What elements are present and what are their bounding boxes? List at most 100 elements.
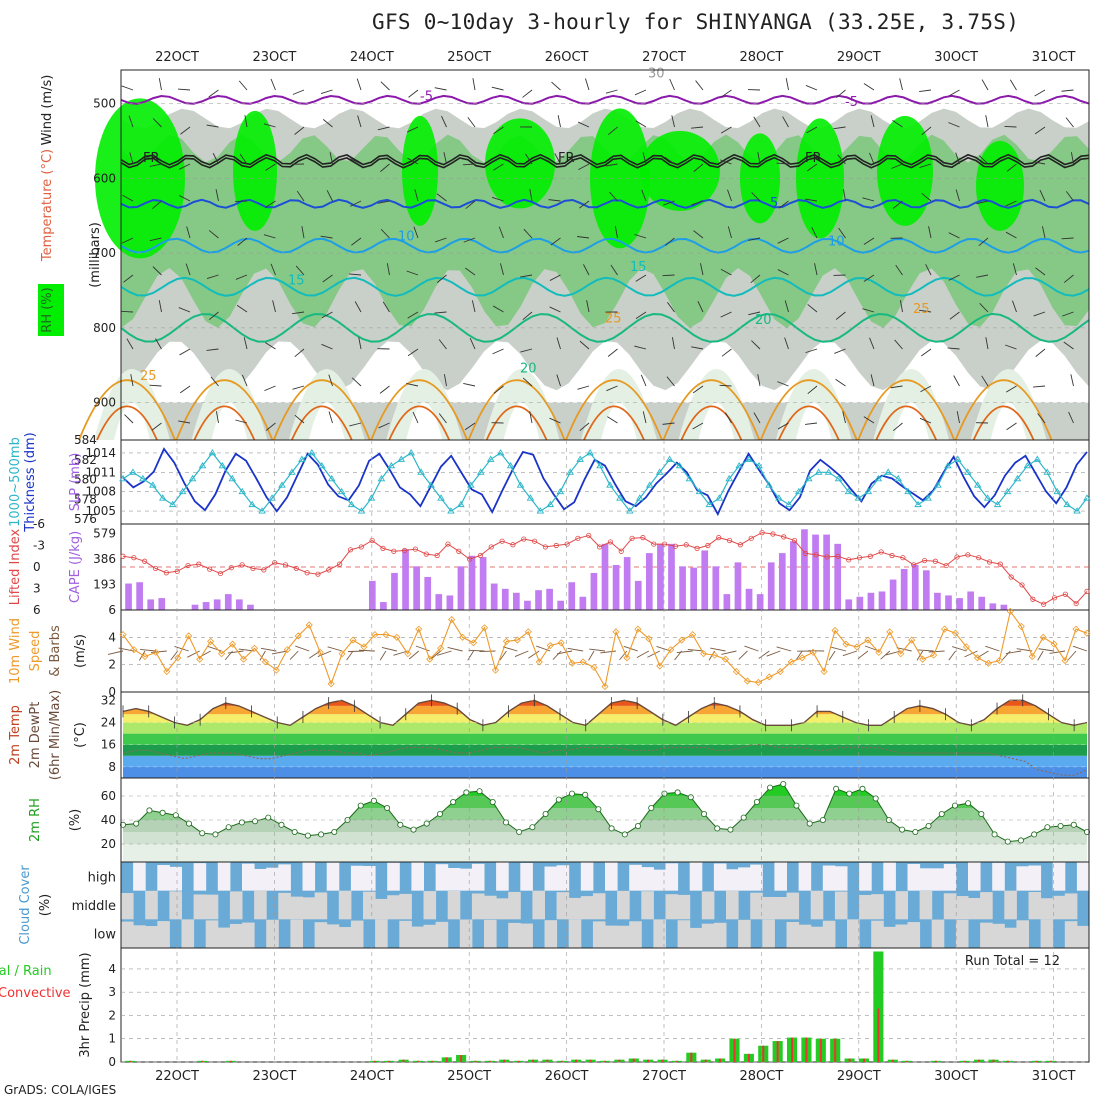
- wind-barb: [358, 337, 362, 350]
- wind-barb: [126, 338, 134, 350]
- slp-marker: [506, 461, 515, 469]
- slp-marker: [258, 507, 266, 514]
- cloud-cell: [1052, 895, 1066, 920]
- li-marker: [369, 537, 375, 544]
- li-marker: [293, 565, 299, 572]
- slp-marker: [496, 449, 505, 456]
- cape-bar: [224, 594, 232, 610]
- li-marker: [607, 539, 614, 545]
- cloud-cell: [363, 866, 376, 891]
- slp-marker: [367, 494, 376, 501]
- rh-marker: [938, 811, 945, 818]
- date-label-bottom: 29OCT: [837, 1069, 881, 1084]
- wind-speed-marker: [864, 636, 872, 644]
- cloud-cell: [592, 921, 606, 948]
- wind-barb: [585, 78, 590, 91]
- rh-marker: [582, 791, 589, 798]
- wind-barb: [328, 374, 333, 387]
- li-tick-label: -3: [33, 539, 45, 553]
- cloud-cell: [375, 898, 388, 920]
- li-marker: [813, 552, 819, 558]
- li-marker: [856, 555, 863, 561]
- li-marker: [1041, 601, 1047, 607]
- cloud-cell: [133, 862, 146, 891]
- wind-speed-marker: [765, 673, 773, 681]
- precip-convective-bar: [402, 1059, 405, 1062]
- wind-barb: [920, 385, 932, 393]
- wind-barb: [185, 263, 191, 276]
- precip-convective-bar: [647, 1059, 650, 1062]
- cloud-cell: [1052, 862, 1066, 891]
- wind-speed-marker: [426, 655, 434, 663]
- li-marker: [152, 565, 159, 572]
- slp-marker: [1063, 500, 1071, 508]
- cloud-cell: [847, 919, 860, 948]
- li-marker: [456, 548, 462, 554]
- precip-convective-bar: [460, 1055, 463, 1062]
- wind-barb: [583, 264, 590, 276]
- wind-barb: [691, 126, 704, 129]
- cape-bar: [546, 588, 553, 610]
- cloud-cell: [580, 862, 594, 891]
- wind-speed-marker: [382, 631, 390, 639]
- wind-barb: [925, 264, 932, 276]
- wind-barb: [748, 311, 761, 316]
- slp-marker: [447, 507, 455, 514]
- precip-convective-bar: [675, 1060, 678, 1062]
- wind-barb: [921, 192, 932, 202]
- li-marker: [326, 567, 332, 573]
- wind-barb: [892, 200, 903, 209]
- wind-barb: [835, 311, 846, 320]
- cloud-cell: [677, 920, 691, 948]
- slp-marker: [963, 468, 972, 475]
- precip-convective-bar: [776, 1041, 779, 1062]
- cloud-cell: [121, 921, 134, 948]
- cloud-cell: [980, 892, 993, 920]
- wind-barb: [721, 348, 732, 357]
- cloud-cell: [713, 922, 727, 948]
- cloud-cell: [157, 921, 170, 948]
- wind-barb: [438, 339, 447, 350]
- wind-barb: [350, 158, 362, 165]
- wind-speed-marker: [349, 636, 357, 644]
- wind-barb-10m: [379, 650, 387, 661]
- wind-barb: [520, 348, 533, 353]
- wind-barb: [178, 420, 191, 424]
- cloud-cell: [193, 863, 207, 891]
- wind-barb: [554, 153, 561, 165]
- temp-tick-label: 16: [101, 738, 116, 752]
- cloud-cell: [617, 890, 630, 920]
- li-tick-label: 3: [33, 582, 41, 596]
- temp-line: [122, 699, 1088, 727]
- cloud-cell: [1064, 921, 1078, 948]
- wind-barb-10m: [447, 647, 463, 652]
- li-marker: [911, 562, 917, 568]
- wind-barb: [493, 163, 504, 171]
- wind-speed-marker: [546, 641, 554, 650]
- slp-marker: [417, 468, 425, 475]
- wind-barb-10m: [776, 646, 792, 652]
- cloud-cell: [822, 920, 836, 948]
- wind-speed-marker: [480, 624, 489, 632]
- li-marker: [846, 557, 852, 563]
- cape-bar: [989, 603, 997, 610]
- wind-speed-marker: [853, 643, 861, 651]
- contour-label: FR: [805, 151, 822, 166]
- wind-barb: [292, 311, 305, 315]
- wind-speed-marker: [1039, 633, 1047, 641]
- rh-marker: [714, 825, 721, 832]
- wind-barb: [727, 226, 732, 239]
- li-marker: [217, 570, 224, 577]
- slp-marker: [765, 481, 773, 488]
- wind-speed-marker: [1006, 607, 1014, 615]
- slp-marker: [198, 461, 207, 469]
- contour-minus5: [120, 94, 1090, 105]
- slp-marker: [606, 481, 614, 488]
- wind-barb: [443, 374, 447, 387]
- cloud-cell: [181, 919, 195, 948]
- pressure-tick-label: 500: [93, 97, 116, 111]
- wind-barb: [265, 200, 276, 208]
- wind-barb-10m: [174, 646, 189, 652]
- slp-marker: [884, 468, 893, 475]
- cloud-cell: [169, 891, 182, 920]
